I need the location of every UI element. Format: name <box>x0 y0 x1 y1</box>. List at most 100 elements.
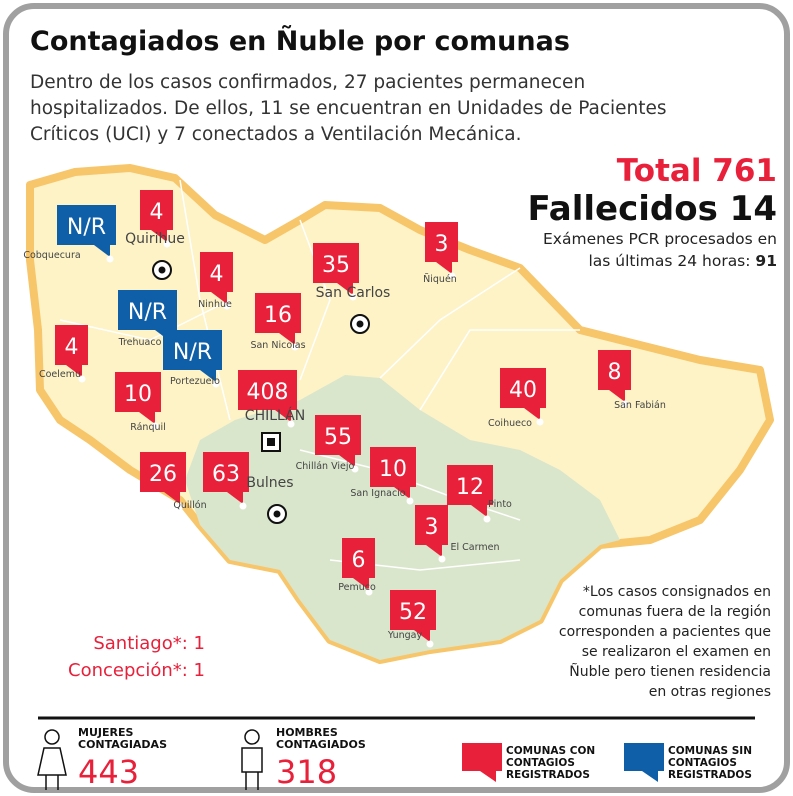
count-tail <box>279 333 295 345</box>
count-label: 35 <box>322 253 350 278</box>
commune-name: Yungay <box>387 630 423 641</box>
count-label: 4 <box>65 335 79 360</box>
commune-marker: 35 San Carlos <box>313 243 391 334</box>
men-value: 318 <box>276 753 338 791</box>
count-label: N/R <box>128 300 167 325</box>
count-label: 10 <box>124 382 152 407</box>
count-box <box>500 368 546 408</box>
commune-dot <box>621 400 629 408</box>
pcr: Exámenes PCR procesados en las últimas 2… <box>527 228 777 272</box>
commune-name: Pemuco <box>338 582 376 593</box>
commune-name: Chillán Viejo <box>296 461 355 472</box>
count-label: 4 <box>210 262 224 287</box>
count-label: 12 <box>456 475 484 500</box>
count-label: 40 <box>509 378 537 403</box>
count-box <box>55 325 88 365</box>
commune-dot <box>239 502 247 510</box>
commune-marker: 55 Chillán Viejo <box>296 415 361 473</box>
count-tail <box>353 578 369 590</box>
count-box <box>447 465 493 505</box>
commune-dot <box>406 497 414 505</box>
legend-without: COMUNAS SIN CONTAGIOS REGISTRADOS <box>668 745 752 781</box>
count-tail <box>139 412 155 424</box>
count-tail <box>414 630 430 642</box>
commune-name: El Carmen <box>451 542 500 553</box>
count-label: 10 <box>379 457 407 482</box>
women-label: MUJERES CONTAGIADAS <box>78 726 167 751</box>
count-label: 26 <box>149 462 177 487</box>
woman-icon <box>37 729 67 790</box>
commune-dot <box>483 515 491 523</box>
count-tail <box>151 230 167 242</box>
count-box <box>203 452 249 492</box>
commune-borders <box>59 179 580 571</box>
commune-dot <box>426 640 434 648</box>
pcr-label: Exámenes PCR procesados en las últimas 2… <box>543 230 777 270</box>
commune-name: Ránquil <box>130 422 166 433</box>
outside-row: Concepción*: 1 <box>30 657 205 684</box>
commune-marker: 40 Coihueco <box>488 368 546 429</box>
count-box <box>118 290 177 330</box>
outside-value: 1 <box>193 660 205 681</box>
region-south <box>185 375 620 660</box>
count-label: 63 <box>212 462 240 487</box>
commune-dot <box>223 302 231 310</box>
count-box <box>598 350 631 390</box>
count-label: 4 <box>150 200 164 225</box>
commune-dot <box>163 240 171 248</box>
count-box <box>115 372 161 412</box>
commune-marker: 6 Pemuco <box>338 538 376 596</box>
man-icon <box>241 729 263 790</box>
commune-marker: 4 Ninhue <box>198 252 233 310</box>
count-box <box>57 205 116 245</box>
deaths: Fallecidos 14 <box>527 190 777 228</box>
commune-marker: N/R Cobquecura <box>23 205 116 263</box>
commune-marker: 3 Ñiquén <box>423 222 458 285</box>
commune-marker: 63 Bulnes <box>203 452 294 524</box>
count-tail <box>275 410 291 422</box>
commune-name: San Fabián <box>614 400 666 411</box>
commune-name: Portezuelo <box>170 376 220 387</box>
capital-dot <box>273 510 281 518</box>
count-tail <box>609 390 625 402</box>
commune-marker: 4 Quirihue <box>125 190 185 280</box>
commune-dot <box>106 255 114 263</box>
count-label: 408 <box>247 380 289 405</box>
pcr-value: 91 <box>755 252 777 270</box>
commune-dot <box>176 502 184 510</box>
deaths-value: 14 <box>729 189 777 229</box>
count-label: N/R <box>173 340 212 365</box>
count-label: 3 <box>435 232 449 257</box>
commune-name: Pinto <box>488 499 512 510</box>
count-label: 3 <box>425 515 439 540</box>
commune-name: Coelemu <box>39 369 81 380</box>
commune-name: San Carlos <box>316 285 391 301</box>
capital-square-inner <box>267 438 275 446</box>
count-tail <box>164 492 180 504</box>
count-box <box>255 293 301 333</box>
count-box <box>315 415 361 455</box>
count-tail <box>94 245 110 257</box>
count-tail <box>524 408 540 420</box>
commune-name: CHILLÁN <box>245 407 305 424</box>
count-box <box>425 222 458 262</box>
commune-marker: 10 San Ignacio <box>350 447 416 505</box>
commune-dot <box>151 422 159 430</box>
commune-name: Quillón <box>173 500 206 511</box>
count-label: N/R <box>67 215 106 240</box>
commune-marker: N/R Trehuaco <box>118 290 177 348</box>
count-tail <box>471 505 487 517</box>
commune-name: Coihueco <box>488 418 532 429</box>
count-box <box>370 447 416 487</box>
commune-marker: 4 Coelemu <box>39 325 88 383</box>
count-tail <box>211 292 227 304</box>
commune-marker: 408 CHILLÁN <box>238 370 305 452</box>
title: Contagiados en Ñuble por comunas <box>30 26 570 57</box>
deaths-label: Fallecidos <box>527 189 718 229</box>
count-label: 52 <box>399 600 427 625</box>
legend-red-icon <box>462 743 502 782</box>
outside-name: Santiago*: <box>93 633 188 654</box>
commune-name: Trehuaco <box>118 337 162 348</box>
totals: Total 761 Fallecidos 14 Exámenes PCR pro… <box>527 152 777 272</box>
